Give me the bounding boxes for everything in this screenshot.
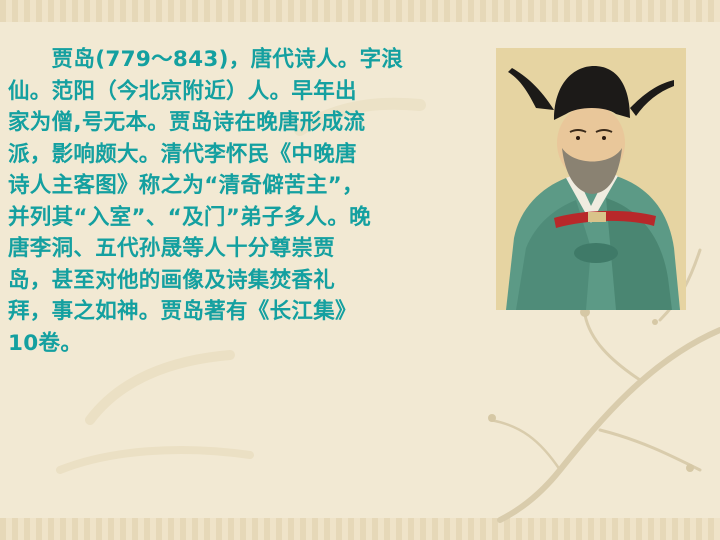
paragraph-line-8: 岛，甚至对他的画像及诗集焚香礼 bbox=[8, 267, 336, 293]
paragraph-line-1: 贾岛(779～843)，唐代诗人。字浪 bbox=[8, 47, 404, 72]
paragraph-line-10: 10卷。 bbox=[8, 330, 83, 356]
paragraph-line-4: 派，影响颇大。清代李怀民《中晚唐 bbox=[8, 141, 357, 167]
bottom-border bbox=[0, 518, 720, 540]
paragraph-line-7: 唐李洞、五代孙晟等人十分尊崇贾 bbox=[8, 236, 336, 261]
paragraph-line-3: 家为僧,号无本。贾岛诗在晚唐形成流 bbox=[8, 110, 366, 135]
paragraph-line-2: 仙。范阳（今北京附近）人。早年出 bbox=[8, 78, 357, 104]
paragraph-line-9: 拜，事之如神。贾岛著有《长江集》 bbox=[8, 299, 357, 324]
portrait-of-jia-dao-icon bbox=[496, 48, 686, 310]
portrait-image bbox=[496, 48, 686, 310]
paragraph-line-6: 并列其“入室”、“及门”弟子多人。晚 bbox=[8, 204, 371, 230]
biography-paragraph: 贾岛(779～843)，唐代诗人。字浪 仙。范阳（今北京附近）人。早年出 家为僧… bbox=[8, 44, 483, 359]
paragraph-line-5: 诗人主客图》称之为“清奇僻苦主”， bbox=[8, 173, 364, 198]
top-border bbox=[0, 0, 720, 22]
